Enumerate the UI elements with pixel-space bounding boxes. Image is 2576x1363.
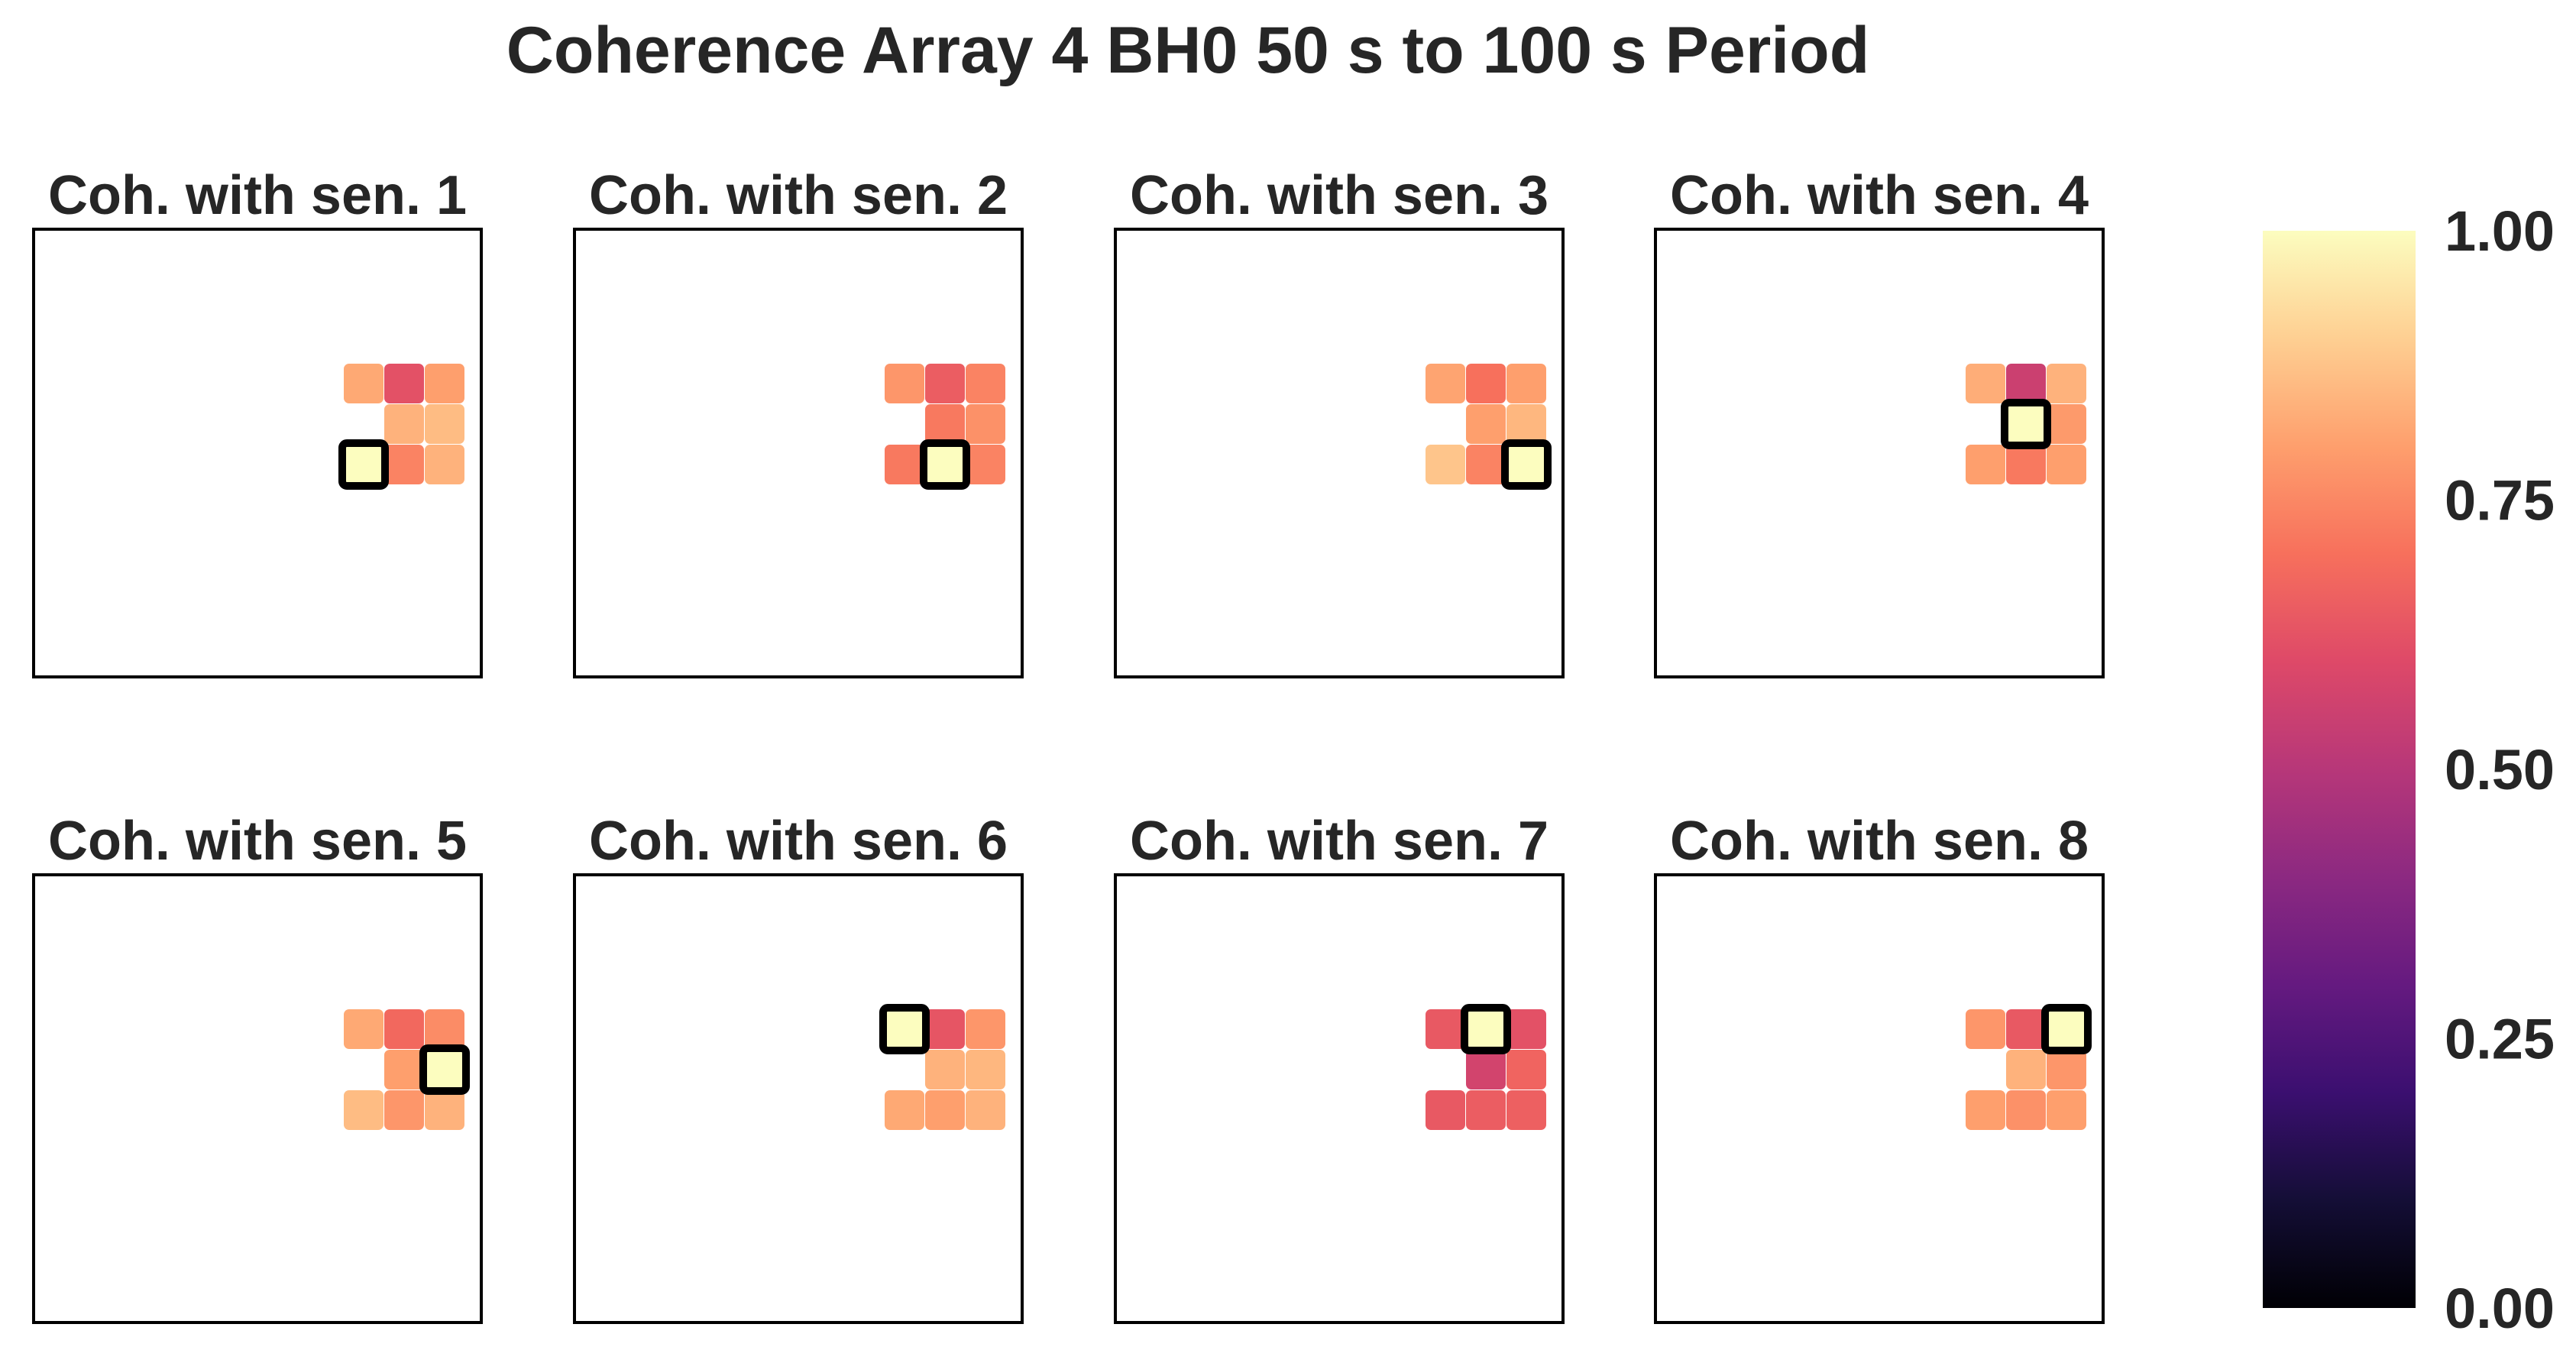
heatmap-cell bbox=[1466, 404, 1506, 444]
figure-title: Coherence Array 4 BH0 50 s to 100 s Peri… bbox=[506, 14, 1870, 87]
reference-sensor-cell bbox=[419, 1044, 470, 1095]
heatmap-cell bbox=[384, 445, 424, 484]
heatmap-cell bbox=[384, 404, 424, 444]
panel-title: Coh. with sen. 8 bbox=[1670, 811, 2089, 872]
heatmap-cell bbox=[2047, 364, 2086, 403]
heatmap-cell bbox=[2006, 1050, 2046, 1089]
heatmap-cell bbox=[1466, 445, 1506, 484]
heatmap-cell bbox=[2006, 1009, 2046, 1049]
heatmap-cell bbox=[1466, 1090, 1506, 1130]
colorbar: 0.00 0.25 0.50 0.75 1.00 bbox=[2263, 199, 2555, 1340]
heatmap-cell bbox=[966, 364, 1005, 403]
heatmap-cell bbox=[1506, 1090, 1546, 1130]
reference-sensor-cell bbox=[2041, 1004, 2092, 1054]
heatmap-cell bbox=[384, 1090, 424, 1130]
heatmap-cell bbox=[2047, 1050, 2086, 1089]
heatmap-cell bbox=[1966, 1009, 2005, 1049]
heatmap-cell bbox=[1506, 404, 1546, 444]
heatmap-cell bbox=[1426, 1090, 1465, 1130]
heatmap-cell bbox=[925, 1009, 965, 1049]
reference-sensor-cell bbox=[2001, 399, 2051, 449]
heatmap-cell bbox=[2006, 445, 2046, 484]
heatmap-cell bbox=[384, 364, 424, 403]
heatmap-cell bbox=[344, 1009, 383, 1049]
reference-sensor-cell bbox=[338, 439, 389, 490]
panels-group: Coh. with sen. 1 Coh. with sen. 2 Coh. wit… bbox=[32, 165, 2105, 1324]
panel-title: Coh. with sen. 6 bbox=[589, 811, 1008, 872]
heatmap-cell bbox=[966, 1009, 1005, 1049]
colorbar-tick-label: 0.75 bbox=[2445, 469, 2555, 533]
heatmap-cell bbox=[425, 445, 464, 484]
panel-title: Coh. with sen. 1 bbox=[48, 165, 467, 226]
panel-sensor-2: Coh. with sen. 2 bbox=[573, 165, 1024, 678]
heatmap-cell bbox=[425, 1009, 464, 1049]
heatmap-cell bbox=[344, 1090, 383, 1130]
reference-sensor-cell bbox=[1501, 439, 1552, 490]
heatmap-cell bbox=[1506, 1050, 1546, 1089]
colorbar-gradient bbox=[2263, 231, 2416, 1308]
panel-sensor-5: Coh. with sen. 5 bbox=[32, 811, 483, 1324]
colorbar-tick-label: 0.00 bbox=[2445, 1277, 2555, 1340]
heatmap-cell bbox=[344, 364, 383, 403]
heatmap-cell bbox=[1966, 445, 2005, 484]
heatmap-cell bbox=[425, 1090, 464, 1130]
reference-sensor-cell bbox=[920, 439, 970, 490]
panel-title: Coh. with sen. 3 bbox=[1130, 165, 1549, 226]
heatmap-cell bbox=[2047, 404, 2086, 444]
heatmap-cell bbox=[1426, 445, 1465, 484]
panel-sensor-3: Coh. with sen. 3 bbox=[1114, 165, 1565, 678]
heatmap-cell bbox=[384, 1009, 424, 1049]
heatmap-cell bbox=[2047, 1090, 2086, 1130]
panel-title: Coh. with sen. 2 bbox=[589, 165, 1008, 226]
heatmap-cell bbox=[1966, 364, 2005, 403]
heatmap-cell bbox=[384, 1050, 424, 1089]
heatmap-cell bbox=[885, 1090, 924, 1130]
heatmap-cell bbox=[925, 404, 965, 444]
heatmap-cell bbox=[885, 364, 924, 403]
colorbar-tick-label: 0.50 bbox=[2445, 738, 2555, 801]
panel-sensor-6: Coh. with sen. 6 bbox=[573, 811, 1024, 1324]
heatmap-cell bbox=[1506, 364, 1546, 403]
reference-sensor-cell bbox=[879, 1004, 930, 1054]
heatmap-cell bbox=[1426, 1009, 1465, 1049]
panel-title: Coh. with sen. 7 bbox=[1130, 811, 1549, 872]
heatmap-cell bbox=[925, 1090, 965, 1130]
heatmap-cell bbox=[885, 445, 924, 484]
colorbar-tick-label: 1.00 bbox=[2445, 199, 2555, 263]
panel-sensor-4: Coh. with sen. 4 bbox=[1654, 165, 2105, 678]
heatmap-cell bbox=[1426, 364, 1465, 403]
panel-sensor-8: Coh. with sen. 8 bbox=[1654, 811, 2105, 1324]
heatmap-cell bbox=[925, 364, 965, 403]
heatmap-cell bbox=[966, 1050, 1005, 1089]
panel-sensor-1: Coh. with sen. 1 bbox=[32, 165, 483, 678]
panel-title: Coh. with sen. 4 bbox=[1670, 165, 2089, 226]
heatmap-cell bbox=[425, 404, 464, 444]
heatmap-cell bbox=[2006, 364, 2046, 403]
heatmap-cell bbox=[966, 445, 1005, 484]
panel-sensor-7: Coh. with sen. 7 bbox=[1114, 811, 1565, 1324]
heatmap-cell bbox=[1966, 1090, 2005, 1130]
heatmap-cell bbox=[925, 1050, 965, 1089]
heatmap-cell bbox=[2006, 1090, 2046, 1130]
heatmap-cell bbox=[2047, 445, 2086, 484]
heatmap-cell bbox=[966, 1090, 1005, 1130]
heatmap-cell bbox=[425, 364, 464, 403]
heatmap-cell bbox=[1466, 1050, 1506, 1089]
heatmap-cell bbox=[1506, 1009, 1546, 1049]
reference-sensor-cell bbox=[1461, 1004, 1511, 1054]
heatmap-cell bbox=[966, 404, 1005, 444]
heatmap-cell bbox=[1466, 364, 1506, 403]
panel-title: Coh. with sen. 5 bbox=[48, 811, 467, 872]
colorbar-tick-label: 0.25 bbox=[2445, 1008, 2555, 1071]
